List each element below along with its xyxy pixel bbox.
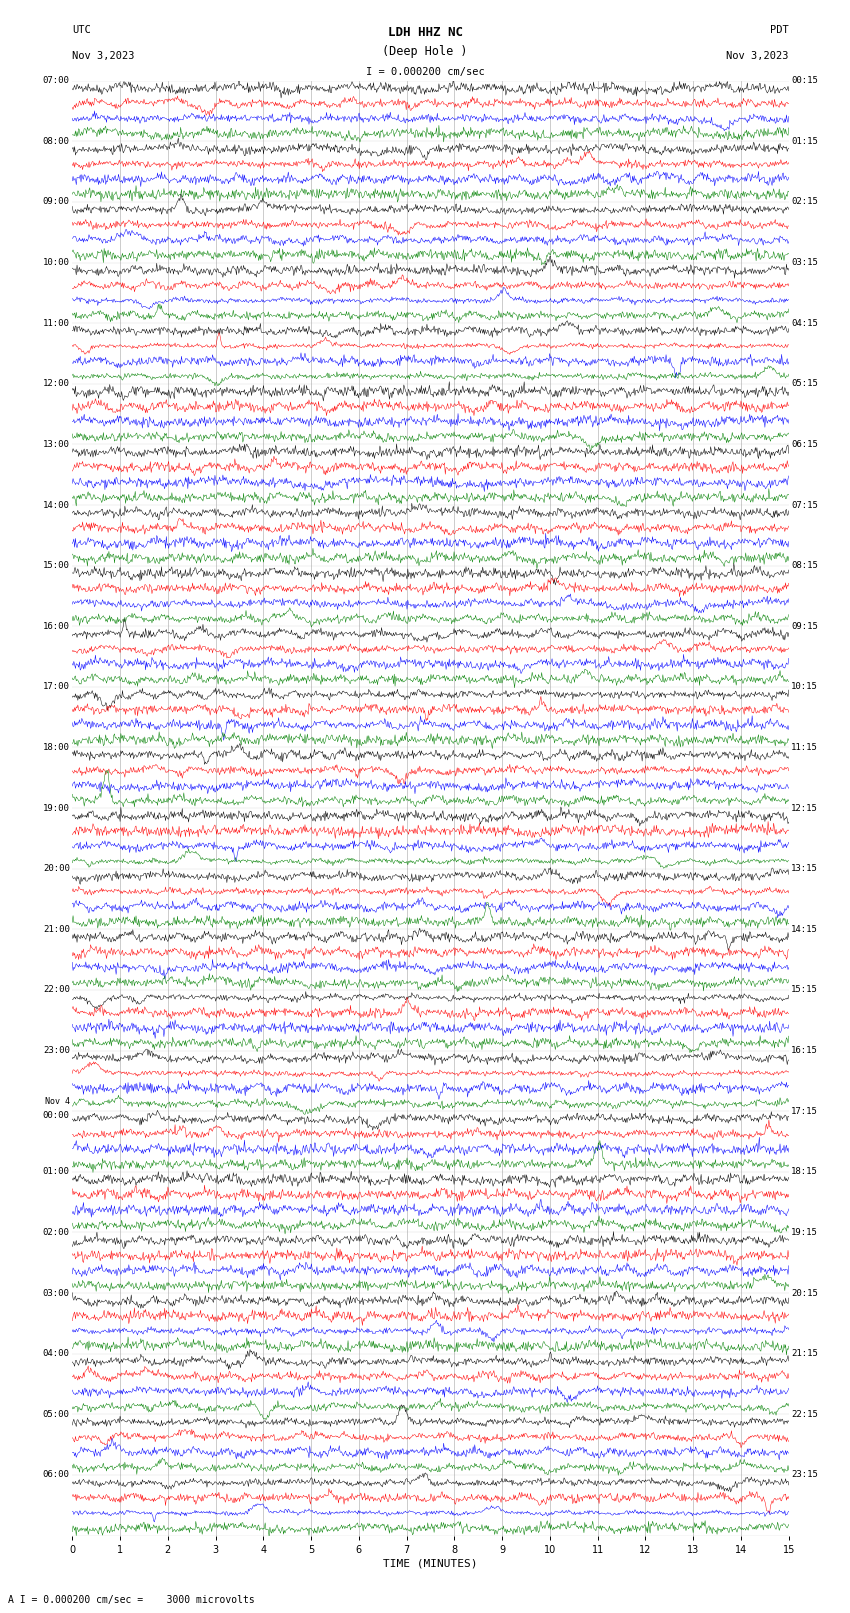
Text: 20:15: 20:15 bbox=[791, 1289, 819, 1297]
Text: 00:15: 00:15 bbox=[791, 76, 819, 85]
Text: 09:00: 09:00 bbox=[42, 197, 70, 206]
Text: 19:15: 19:15 bbox=[791, 1227, 819, 1237]
Text: 05:15: 05:15 bbox=[791, 379, 819, 389]
Text: Nov 3,2023: Nov 3,2023 bbox=[72, 52, 135, 61]
Text: 21:00: 21:00 bbox=[42, 924, 70, 934]
Text: 11:00: 11:00 bbox=[42, 319, 70, 327]
Text: 18:00: 18:00 bbox=[42, 744, 70, 752]
Text: 03:00: 03:00 bbox=[42, 1289, 70, 1297]
X-axis label: TIME (MINUTES): TIME (MINUTES) bbox=[383, 1558, 478, 1569]
Text: 17:00: 17:00 bbox=[42, 682, 70, 692]
Text: 06:15: 06:15 bbox=[791, 440, 819, 448]
Text: 15:15: 15:15 bbox=[791, 986, 819, 995]
Text: 00:00: 00:00 bbox=[42, 1111, 70, 1119]
Text: 23:00: 23:00 bbox=[42, 1047, 70, 1055]
Text: 06:00: 06:00 bbox=[42, 1471, 70, 1479]
Text: 17:15: 17:15 bbox=[791, 1107, 819, 1116]
Text: 19:00: 19:00 bbox=[42, 803, 70, 813]
Text: 02:00: 02:00 bbox=[42, 1227, 70, 1237]
Text: 21:15: 21:15 bbox=[791, 1348, 819, 1358]
Text: 22:00: 22:00 bbox=[42, 986, 70, 995]
Text: 13:00: 13:00 bbox=[42, 440, 70, 448]
Text: LDH HHZ NC: LDH HHZ NC bbox=[388, 26, 462, 39]
Text: 09:15: 09:15 bbox=[791, 621, 819, 631]
Text: 15:00: 15:00 bbox=[42, 561, 70, 569]
Text: 03:15: 03:15 bbox=[791, 258, 819, 268]
Text: 04:15: 04:15 bbox=[791, 319, 819, 327]
Text: UTC: UTC bbox=[72, 26, 91, 35]
Text: 10:00: 10:00 bbox=[42, 258, 70, 268]
Text: 20:00: 20:00 bbox=[42, 865, 70, 873]
Text: PDT: PDT bbox=[770, 26, 789, 35]
Text: 07:00: 07:00 bbox=[42, 76, 70, 85]
Text: 02:15: 02:15 bbox=[791, 197, 819, 206]
Text: 16:15: 16:15 bbox=[791, 1047, 819, 1055]
Text: 08:15: 08:15 bbox=[791, 561, 819, 569]
Text: Nov 4: Nov 4 bbox=[45, 1097, 70, 1107]
Text: 01:00: 01:00 bbox=[42, 1168, 70, 1176]
Text: 12:00: 12:00 bbox=[42, 379, 70, 389]
Text: 22:15: 22:15 bbox=[791, 1410, 819, 1419]
Text: A I = 0.000200 cm/sec =    3000 microvolts: A I = 0.000200 cm/sec = 3000 microvolts bbox=[8, 1595, 255, 1605]
Text: 14:00: 14:00 bbox=[42, 500, 70, 510]
Text: 18:15: 18:15 bbox=[791, 1168, 819, 1176]
Text: 07:15: 07:15 bbox=[791, 500, 819, 510]
Text: 10:15: 10:15 bbox=[791, 682, 819, 692]
Text: 13:15: 13:15 bbox=[791, 865, 819, 873]
Text: 12:15: 12:15 bbox=[791, 803, 819, 813]
Text: 04:00: 04:00 bbox=[42, 1348, 70, 1358]
Text: 23:15: 23:15 bbox=[791, 1471, 819, 1479]
Text: 14:15: 14:15 bbox=[791, 924, 819, 934]
Text: 01:15: 01:15 bbox=[791, 137, 819, 145]
Text: 16:00: 16:00 bbox=[42, 621, 70, 631]
Text: 11:15: 11:15 bbox=[791, 744, 819, 752]
Text: 08:00: 08:00 bbox=[42, 137, 70, 145]
Text: I = 0.000200 cm/sec: I = 0.000200 cm/sec bbox=[366, 68, 484, 77]
Text: (Deep Hole ): (Deep Hole ) bbox=[382, 45, 468, 58]
Text: 05:00: 05:00 bbox=[42, 1410, 70, 1419]
Text: Nov 3,2023: Nov 3,2023 bbox=[726, 52, 789, 61]
